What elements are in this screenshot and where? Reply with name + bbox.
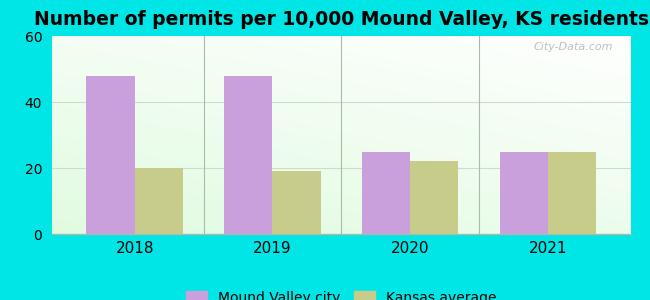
Bar [500, 152, 548, 234]
Bar [86, 76, 135, 234]
Bar [272, 171, 320, 234]
Bar [135, 168, 183, 234]
Legend: Mound Valley city, Kansas average: Mound Valley city, Kansas average [180, 285, 502, 300]
Bar [362, 152, 410, 234]
Bar [548, 152, 596, 234]
Title: Number of permits per 10,000 Mound Valley, KS residents: Number of permits per 10,000 Mound Valle… [34, 10, 649, 29]
Text: City-Data.com: City-Data.com [534, 42, 613, 52]
Bar [224, 76, 272, 234]
Bar [410, 161, 458, 234]
